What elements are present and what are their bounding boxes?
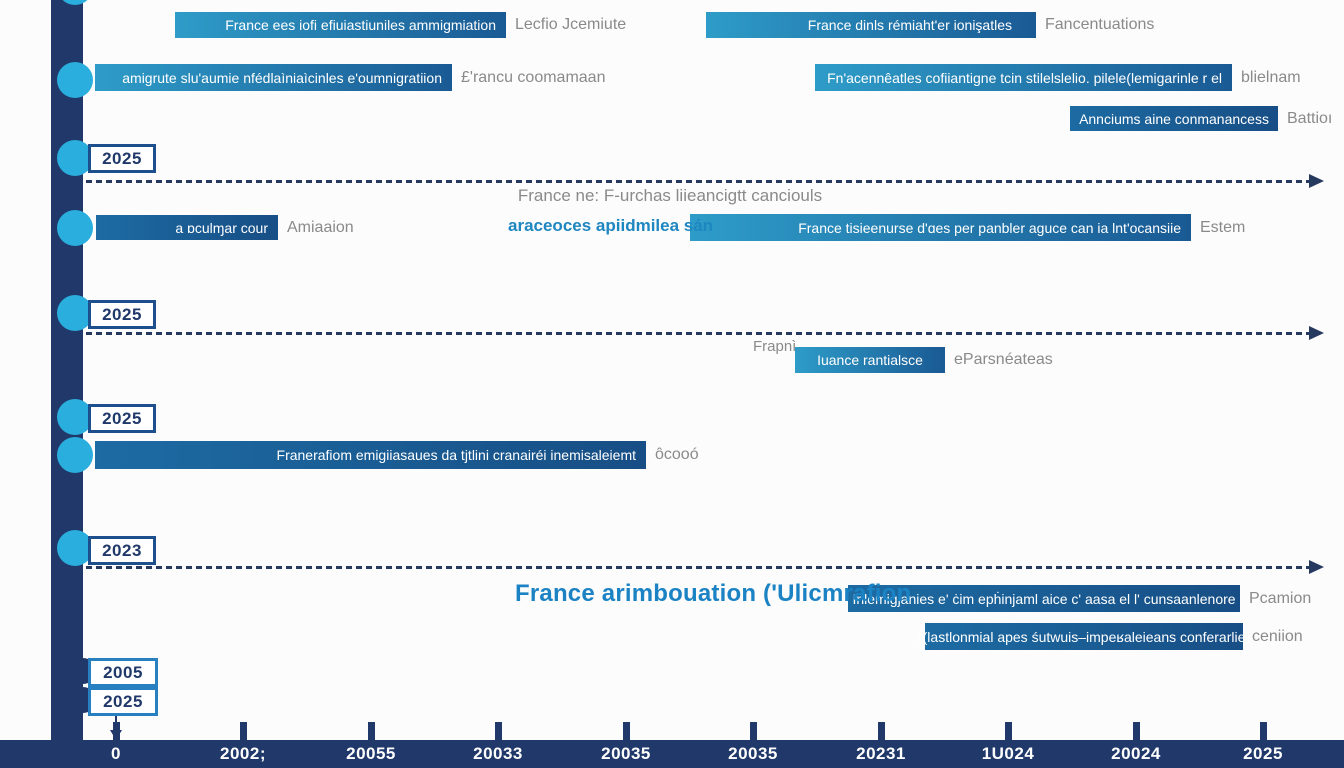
event-bar: France tisieenurse d'ɑes per panbler agu…	[690, 214, 1191, 241]
section-heading: France arimbouation ('Ulicmrafion	[515, 580, 912, 607]
event-row: amigrute slu'aumie nfédlaìniaìcinles e'o…	[95, 64, 605, 91]
axis-tick	[240, 722, 247, 740]
event-row: Annciums aine conmanancess Battioı	[1070, 106, 1332, 131]
axis-tick	[1260, 722, 1267, 740]
year-badge: 2025	[88, 687, 158, 716]
year-badge: 2005	[88, 658, 158, 687]
axis-label: 1U024	[981, 744, 1035, 763]
arrow-right-icon	[1309, 560, 1324, 574]
axis-label: 20035	[601, 744, 651, 763]
axis-tick	[495, 722, 502, 740]
event-row: France tisieenurse d'ɑes per panbler agu…	[690, 214, 1245, 241]
event-row: France ees iofi efiuiastiuniles ammigmia…	[175, 12, 626, 38]
timeline-dashed-arrow	[86, 560, 1324, 574]
year-badge: 2025	[88, 144, 156, 173]
timeline-dashed-arrow	[86, 174, 1324, 188]
event-bar: ((lastlonmial apes śutwuis–impeʁaleieans…	[918, 623, 1250, 650]
timeline-node-dot	[57, 437, 93, 473]
event-label: ceniion	[1252, 627, 1303, 645]
arrow-right-icon	[1309, 326, 1324, 340]
event-label: Pcamion	[1249, 589, 1312, 607]
axis-tick	[750, 722, 757, 740]
event-bar: amigrute slu'aumie nfédlaìniaìcinles e'o…	[95, 64, 452, 91]
event-bar: Franerafiom emigiiasaues da tjtlini cran…	[95, 441, 646, 469]
axis-label: 20055	[346, 744, 396, 763]
event-bar: Inlemigjanies e' ċim epḣinjaml aice c' a…	[848, 585, 1240, 612]
timeline-spine	[51, 0, 83, 741]
timeline-node-dot	[57, 530, 93, 566]
event-row: France dinls rémiaht'er ionişatles Fance…	[706, 12, 1154, 38]
event-label: Amiaaion	[287, 218, 354, 236]
axis-label: 0	[111, 744, 121, 763]
year-badge: 2025	[88, 404, 156, 433]
axis-label: 20231	[856, 744, 906, 763]
axis-tick	[623, 722, 630, 740]
annotation-prefix-text: Frapnì	[753, 338, 797, 355]
axis-tick	[368, 722, 375, 740]
event-label: blielnam	[1241, 68, 1301, 86]
event-row: Inlemigjanies e' ċim epḣinjaml aice c' a…	[848, 585, 1311, 612]
event-bar: Fn'acennêatles cofiiantigne tcin stilels…	[815, 64, 1232, 91]
event-label: ôcooó	[655, 446, 699, 463]
axis-label: 20035	[728, 744, 778, 763]
timeline-node-dot	[57, 62, 93, 98]
axis-label: 2002;	[220, 744, 266, 763]
event-bar: Iuance rantialsce	[795, 347, 945, 373]
annotation-blue-text: araceoces apiidmilea sán	[508, 216, 714, 235]
event-bar: France ees iofi efiuiastiuniles ammigmia…	[175, 12, 506, 38]
axis-label: 20033	[473, 744, 523, 763]
event-label: eParsnéateas	[954, 351, 1053, 368]
timeline-node-dot	[57, 399, 93, 435]
axis-tick	[1005, 722, 1012, 740]
event-row: Franerafiom emigiiasaues da tjtlini cran…	[95, 441, 699, 469]
arrow-right-icon	[1309, 174, 1324, 188]
timeline-node-dot	[57, 210, 93, 246]
event-label: Fancentuations	[1045, 16, 1155, 33]
event-bar: France dinls rémiaht'er ionişatles	[706, 12, 1036, 38]
event-label: Estem	[1200, 218, 1246, 236]
event-row: a ɒculɱar cour Amiaaion	[96, 215, 354, 240]
event-label: Lecfio Jcemiute	[515, 16, 627, 33]
year-badge: 2023	[88, 536, 156, 565]
event-label: £'rancu coomamaan	[461, 68, 606, 86]
timeline-dashed-arrow	[86, 326, 1324, 340]
event-label: Battioı	[1287, 109, 1333, 127]
timeline-node-dot	[57, 295, 93, 331]
axis-tick	[878, 722, 885, 740]
year-badge: 2025	[88, 300, 156, 329]
timeline-axis	[0, 740, 1344, 768]
event-bar: a ɒculɱar cour	[96, 215, 278, 240]
axis-tick	[113, 722, 120, 740]
timeline-node-dot	[57, 0, 93, 5]
axis-label: 2025	[1243, 744, 1283, 763]
timeline-node-dot	[57, 140, 93, 176]
event-row: Fn'acennêatles cofiiantigne tcin stilels…	[815, 64, 1301, 91]
event-row: Iuance rantialsce eParsnéateas	[795, 347, 1053, 373]
axis-tick	[1133, 722, 1140, 740]
annotation-gray-text: France ne: F-urchas liieancigtt cancioul…	[517, 186, 823, 205]
event-bar: Annciums aine conmanancess	[1070, 106, 1278, 131]
event-row: ((lastlonmial apes śutwuis–impeʁaleieans…	[918, 623, 1303, 650]
axis-label: 20024	[1111, 744, 1161, 763]
